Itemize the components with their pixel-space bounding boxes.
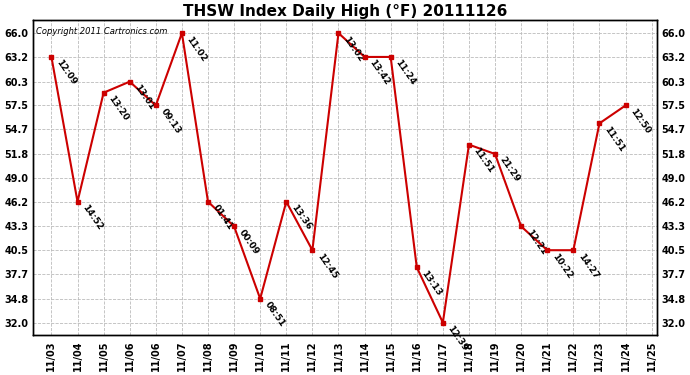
Text: 13:42: 13:42 xyxy=(367,58,391,87)
Text: 13:36: 13:36 xyxy=(289,203,313,232)
Text: 12:39: 12:39 xyxy=(446,324,469,352)
Text: 13:02: 13:02 xyxy=(342,34,365,63)
Title: THSW Index Daily High (°F) 20111126: THSW Index Daily High (°F) 20111126 xyxy=(183,4,507,19)
Text: 13:01: 13:01 xyxy=(132,83,156,111)
Text: 09:13: 09:13 xyxy=(159,107,182,135)
Text: 12:09: 12:09 xyxy=(55,58,78,87)
Text: 08:51: 08:51 xyxy=(263,300,286,328)
Text: 12:50: 12:50 xyxy=(629,107,652,135)
Text: 11:24: 11:24 xyxy=(393,58,417,87)
Text: Copyright 2011 Cartronics.com: Copyright 2011 Cartronics.com xyxy=(37,27,168,36)
Text: 11:51: 11:51 xyxy=(472,146,495,175)
Text: 11:02: 11:02 xyxy=(185,34,208,63)
Text: 01:41: 01:41 xyxy=(210,203,235,232)
Text: 13:13: 13:13 xyxy=(420,268,444,297)
Text: 14:52: 14:52 xyxy=(80,203,104,232)
Text: 00:09: 00:09 xyxy=(237,228,261,256)
Text: 13:20: 13:20 xyxy=(106,94,130,123)
Text: 12:45: 12:45 xyxy=(315,252,339,280)
Text: 10:22: 10:22 xyxy=(550,252,574,280)
Text: 14:27: 14:27 xyxy=(576,252,600,280)
Text: 12:21: 12:21 xyxy=(524,228,548,256)
Text: 11:51: 11:51 xyxy=(602,125,626,153)
Text: 21:29: 21:29 xyxy=(497,155,522,184)
